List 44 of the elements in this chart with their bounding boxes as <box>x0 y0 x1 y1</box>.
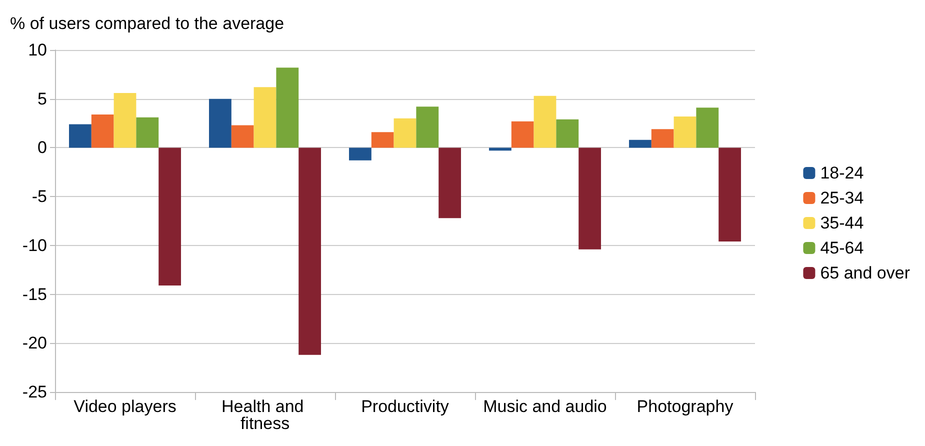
legend-label: 18-24 <box>820 164 864 182</box>
bar <box>438 148 461 218</box>
bar <box>231 125 254 148</box>
y-tick-label: -25 <box>22 382 47 402</box>
bar <box>629 140 652 148</box>
y-tick-label: -15 <box>22 284 47 304</box>
bar <box>556 119 579 148</box>
bar <box>534 96 556 148</box>
x-tick-label: Music and audio <box>483 397 607 416</box>
y-tick-label: 10 <box>28 40 47 60</box>
y-tick-label: 0 <box>38 138 47 158</box>
legend-label: 45-64 <box>820 238 864 258</box>
bar <box>276 68 299 148</box>
bar <box>718 148 741 242</box>
bar <box>371 132 394 148</box>
bar <box>69 124 92 148</box>
bar <box>394 118 416 148</box>
bar <box>696 108 719 148</box>
y-tick-label: -10 <box>22 236 47 255</box>
bar <box>254 87 276 148</box>
bar <box>511 121 534 148</box>
x-tick-label: Productivity <box>361 397 450 416</box>
y-axis-title: % of users compared to the average <box>10 14 284 33</box>
bar <box>114 92 136 148</box>
bar <box>651 129 674 148</box>
bar <box>349 148 372 160</box>
bar <box>91 114 114 148</box>
y-tick-label: -20 <box>22 334 47 353</box>
bar <box>674 116 696 148</box>
bar <box>209 98 232 148</box>
bar <box>416 106 439 148</box>
legend-label: 35-44 <box>820 214 864 232</box>
bar <box>136 117 159 148</box>
y-tick-label: 5 <box>38 89 47 108</box>
bar <box>158 148 181 286</box>
x-tick-label: Video players <box>74 397 176 416</box>
x-tick-label: Health and fitness <box>222 397 308 433</box>
y-tick-label: -5 <box>32 187 47 206</box>
x-tick-label: Photography <box>636 397 734 416</box>
legend-label: 65 and over <box>820 264 910 282</box>
bar <box>489 148 512 151</box>
legend-label: 25-34 <box>820 188 864 208</box>
bar <box>578 148 601 250</box>
bar <box>298 148 321 355</box>
